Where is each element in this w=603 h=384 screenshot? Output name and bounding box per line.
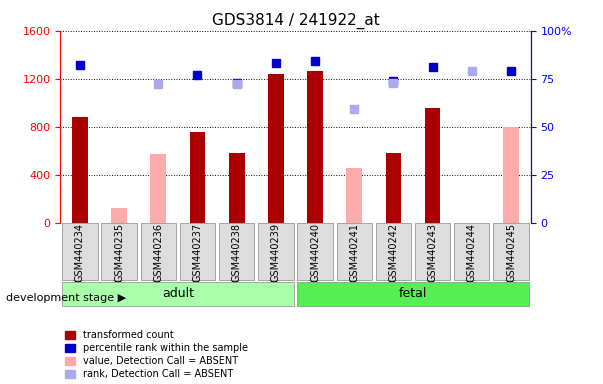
Text: GSM440240: GSM440240: [310, 223, 320, 282]
Text: GSM440237: GSM440237: [192, 223, 203, 282]
Text: GSM440236: GSM440236: [153, 223, 163, 282]
FancyBboxPatch shape: [415, 223, 450, 280]
Text: GSM440234: GSM440234: [75, 223, 85, 282]
Text: GSM440235: GSM440235: [114, 223, 124, 282]
FancyBboxPatch shape: [140, 223, 176, 280]
Legend: transformed count, percentile rank within the sample, value, Detection Call = AB: transformed count, percentile rank withi…: [65, 330, 248, 379]
FancyBboxPatch shape: [336, 223, 372, 280]
Text: GSM440234: GSM440234: [75, 223, 85, 282]
FancyBboxPatch shape: [454, 223, 490, 280]
Bar: [111, 208, 127, 223]
Text: GSM440241: GSM440241: [349, 223, 359, 282]
Text: GSM440236: GSM440236: [153, 223, 163, 282]
FancyBboxPatch shape: [297, 282, 529, 306]
Text: GSM440239: GSM440239: [271, 223, 281, 282]
Text: GSM440238: GSM440238: [232, 223, 242, 282]
Bar: [503, 127, 519, 223]
FancyBboxPatch shape: [62, 282, 294, 306]
Text: GSM440245: GSM440245: [506, 223, 516, 282]
FancyBboxPatch shape: [62, 223, 98, 280]
Bar: [385, 153, 401, 223]
Text: fetal: fetal: [399, 287, 428, 300]
Bar: [307, 71, 323, 223]
Text: GSM440237: GSM440237: [192, 223, 203, 282]
Bar: [151, 154, 166, 223]
Bar: [189, 131, 205, 223]
FancyBboxPatch shape: [376, 223, 411, 280]
Bar: [229, 153, 245, 223]
FancyBboxPatch shape: [180, 223, 215, 280]
Bar: [268, 74, 284, 223]
FancyBboxPatch shape: [493, 223, 529, 280]
Text: GSM440243: GSM440243: [428, 223, 438, 282]
Text: GSM440242: GSM440242: [388, 223, 399, 282]
Bar: [346, 167, 362, 223]
FancyBboxPatch shape: [101, 223, 137, 280]
Title: GDS3814 / 241922_at: GDS3814 / 241922_at: [212, 13, 379, 29]
Text: development stage ▶: development stage ▶: [6, 293, 126, 303]
Text: GSM440242: GSM440242: [388, 223, 399, 282]
Text: GSM440244: GSM440244: [467, 223, 477, 282]
Text: GSM440235: GSM440235: [114, 223, 124, 282]
Text: GSM440243: GSM440243: [428, 223, 438, 282]
Bar: [425, 108, 440, 223]
Bar: [72, 117, 88, 223]
Text: GSM440240: GSM440240: [310, 223, 320, 282]
Text: GSM440245: GSM440245: [506, 223, 516, 282]
FancyBboxPatch shape: [258, 223, 294, 280]
FancyBboxPatch shape: [219, 223, 254, 280]
Text: GSM440244: GSM440244: [467, 223, 477, 282]
Text: GSM440241: GSM440241: [349, 223, 359, 282]
FancyBboxPatch shape: [297, 223, 333, 280]
Text: GSM440239: GSM440239: [271, 223, 281, 282]
Text: adult: adult: [162, 287, 194, 300]
Text: GSM440238: GSM440238: [232, 223, 242, 282]
